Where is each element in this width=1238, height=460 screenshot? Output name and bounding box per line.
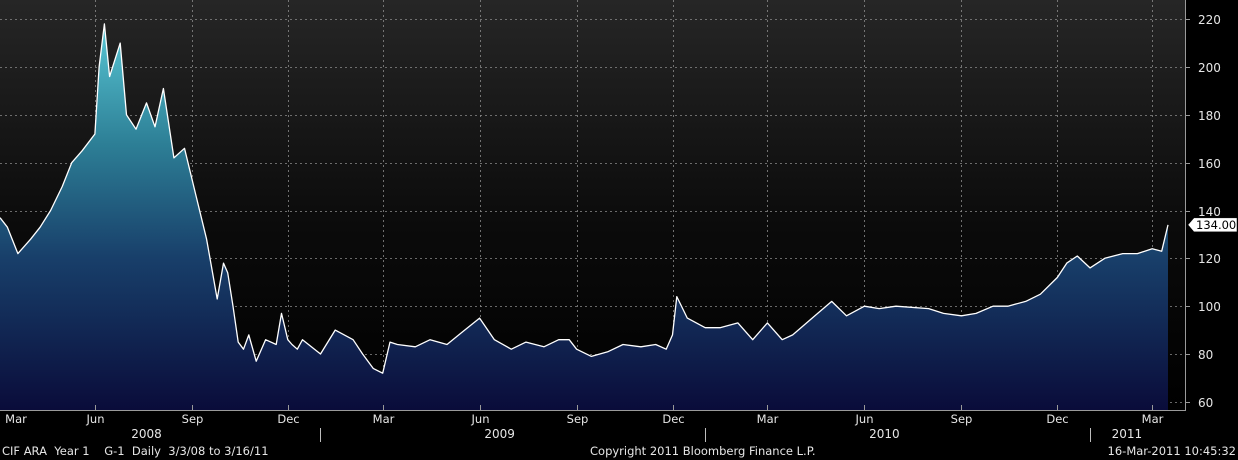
x-tick-label: Sep (951, 412, 973, 426)
x-tick-label: Mar (373, 412, 395, 426)
timestamp: 16-Mar-2011 10:45:32 (1108, 444, 1236, 458)
last-value-label: 134.00 (1196, 218, 1236, 232)
series-line (0, 23, 1169, 374)
x-tick-label: Jun (86, 412, 105, 426)
y-tick-label: 180 (1198, 109, 1221, 123)
y-tick-label: 120 (1198, 252, 1221, 266)
security-info: CIF ARA Year 1 G-1 Daily 3/3/08 to 3/16/… (2, 444, 269, 458)
last-value-flag (1187, 217, 1238, 233)
x-tick-label: Dec (277, 412, 299, 426)
y-tick-label: 60 (1198, 396, 1213, 410)
x-tick-label: Dec (1046, 412, 1068, 426)
x-tick-label: Mar (5, 412, 27, 426)
year-label: 2011 (1112, 427, 1143, 441)
x-tick-label: Jun (855, 412, 874, 426)
copyright-text: Copyright 2011 Bloomberg Finance L.P. (590, 444, 816, 458)
series-area (0, 23, 1168, 411)
x-tick-label: Dec (662, 412, 684, 426)
y-tick-label: 100 (1198, 300, 1221, 314)
year-label: 2009 (484, 427, 515, 441)
year-label: 2008 (131, 427, 162, 441)
y-tick-label: 80 (1198, 348, 1213, 362)
y-tick-label: 160 (1198, 157, 1221, 171)
x-axis: Mar Jun Sep Dec Mar Jun Sep Dec Mar Jun Sep Dec Mar2… (5, 405, 1164, 442)
y-tick-label: 200 (1198, 61, 1221, 75)
last-value-marker: 134.00 (1187, 217, 1238, 233)
y-tick-label: 140 (1198, 205, 1221, 219)
y-axis: 60 80 100 120 140 160 180 200 220 (1185, 13, 1221, 410)
x-tick-label: Mar (757, 412, 779, 426)
x-tick-label: Sep (567, 412, 589, 426)
year-label: 2010 (869, 427, 900, 441)
x-tick-label: Mar (1142, 412, 1164, 426)
x-tick-label: Jun (471, 412, 490, 426)
y-tick-label: 220 (1198, 13, 1221, 27)
x-tick-label: Sep (182, 412, 204, 426)
